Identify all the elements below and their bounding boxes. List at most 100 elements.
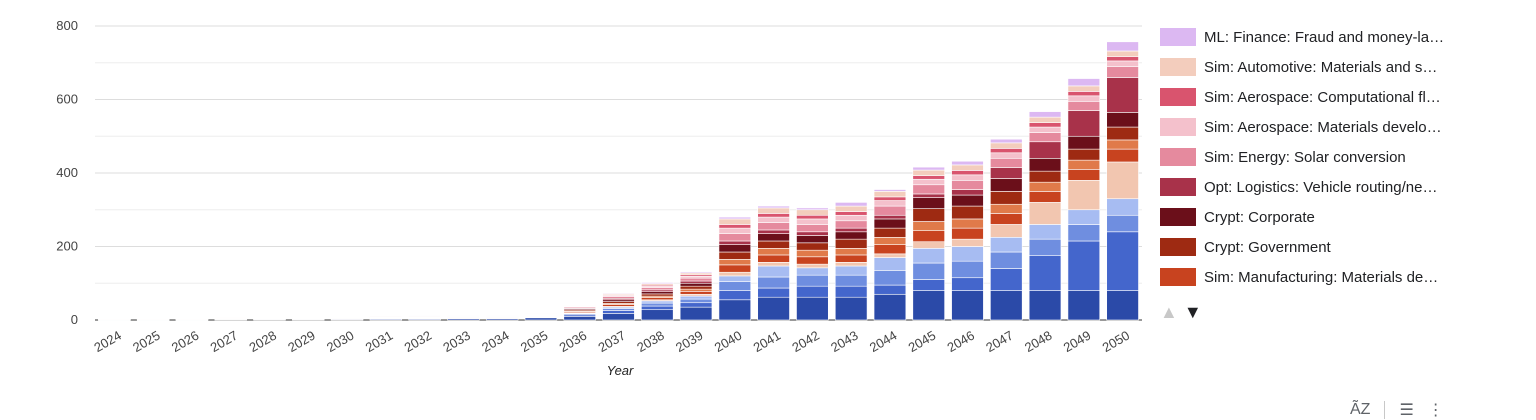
bar-segment[interactable]: [834, 238, 868, 249]
bar-segment[interactable]: [563, 304, 596, 306]
bar-segment[interactable]: [1028, 126, 1062, 133]
bar-segment[interactable]: [912, 248, 945, 264]
legend-item[interactable]: Sim: Manufacturing: Materials de…: [1160, 262, 1500, 292]
bar-segment[interactable]: [757, 296, 790, 321]
bar-segment[interactable]: [1106, 214, 1139, 233]
bar-segment[interactable]: [873, 189, 907, 192]
bar-segment[interactable]: [679, 295, 713, 300]
bar-segment[interactable]: [912, 279, 945, 291]
bar-segment[interactable]: [757, 276, 790, 289]
bar-segment[interactable]: [679, 302, 713, 308]
bar-segment[interactable]: [834, 202, 868, 207]
bar-segment[interactable]: [563, 316, 596, 321]
bar-segment[interactable]: [834, 265, 868, 276]
legend-item[interactable]: Sim: Aerospace: Materials develo…: [1160, 112, 1500, 142]
bar-segment[interactable]: [679, 291, 713, 295]
bar-segment[interactable]: [796, 285, 829, 298]
bar-segment[interactable]: [641, 309, 674, 321]
bar-segment[interactable]: [1028, 116, 1062, 123]
bar-segment[interactable]: [912, 230, 945, 243]
bar-segment[interactable]: [1067, 78, 1101, 87]
legend-item[interactable]: Crypt: Corporate: [1160, 202, 1500, 232]
bar-segment[interactable]: [641, 305, 674, 311]
bar-segment[interactable]: [1106, 66, 1139, 78]
bar-segment[interactable]: [834, 211, 868, 216]
bar-segment[interactable]: [1067, 209, 1101, 225]
bar-segment[interactable]: [912, 221, 945, 231]
bar-segment[interactable]: [912, 197, 945, 209]
bar-segment[interactable]: [1106, 290, 1139, 321]
bar-segment[interactable]: [873, 227, 907, 238]
bar-segment[interactable]: [1067, 135, 1101, 150]
bar-segment[interactable]: [718, 251, 752, 260]
bar-segment[interactable]: [990, 138, 1023, 144]
bar-segment[interactable]: [796, 207, 829, 211]
bar-segment[interactable]: [873, 237, 907, 245]
legend-next-page-button[interactable]: ▼: [1183, 302, 1202, 322]
bar-segment[interactable]: [1028, 122, 1062, 128]
legend-item[interactable]: ML: Finance: Fraud and money-la…: [1160, 22, 1500, 52]
bar-segment[interactable]: [990, 290, 1023, 321]
bar-segment[interactable]: [641, 291, 674, 295]
bar-segment[interactable]: [912, 262, 945, 280]
bar-segment[interactable]: [951, 170, 984, 176]
bar-segment[interactable]: [912, 290, 945, 321]
bar-segment[interactable]: [1067, 240, 1101, 291]
bar-segment[interactable]: [834, 220, 868, 229]
bar-segment[interactable]: [408, 315, 441, 317]
bar-segment[interactable]: [718, 224, 752, 229]
bar-segment[interactable]: [912, 169, 945, 176]
bar-segment[interactable]: [990, 251, 1023, 269]
bar-segment[interactable]: [951, 260, 984, 279]
bar-segment[interactable]: [1028, 202, 1062, 225]
bar-segment[interactable]: [951, 227, 984, 240]
bar-segment[interactable]: [873, 253, 907, 258]
bar-segment[interactable]: [912, 184, 945, 195]
bar-segment[interactable]: [1067, 85, 1101, 92]
bar-segment[interactable]: [679, 298, 713, 304]
sort-az-icon[interactable]: A͂Z: [1350, 401, 1371, 418]
bar-segment[interactable]: [873, 270, 907, 286]
bar-segment[interactable]: [718, 244, 752, 253]
bar-segment[interactable]: [912, 241, 945, 249]
filter-icon[interactable]: ☰: [1399, 402, 1414, 419]
bar-segment[interactable]: [990, 191, 1023, 205]
bar-segment[interactable]: [679, 288, 713, 292]
legend-item[interactable]: Sim: Automotive: Materials and s…: [1160, 52, 1500, 82]
bar-segment[interactable]: [1067, 101, 1101, 111]
bar-segment[interactable]: [990, 224, 1023, 238]
bar-segment[interactable]: [757, 222, 790, 231]
bar-segment[interactable]: [796, 214, 829, 220]
bar-segment[interactable]: [718, 271, 752, 277]
bar-segment[interactable]: [602, 310, 635, 314]
bar-segment[interactable]: [1028, 224, 1062, 240]
bar-segment[interactable]: [1067, 91, 1101, 97]
bar-segment[interactable]: [757, 216, 790, 223]
bar-segment[interactable]: [912, 166, 945, 171]
bar-segment[interactable]: [990, 213, 1023, 225]
bar-segment[interactable]: [796, 267, 829, 276]
bar-segment[interactable]: [641, 293, 674, 297]
bar-segment[interactable]: [757, 229, 790, 234]
bar-segment[interactable]: [641, 297, 674, 301]
bar-segment[interactable]: [796, 274, 829, 287]
bar-segment[interactable]: [718, 275, 752, 282]
bar-segment[interactable]: [1106, 126, 1139, 141]
bar-segment[interactable]: [718, 227, 752, 234]
bar-segment[interactable]: [1067, 159, 1101, 170]
bar-segment[interactable]: [990, 158, 1023, 168]
bar-segment[interactable]: [951, 189, 984, 196]
bar-segment[interactable]: [951, 277, 984, 291]
bar-segment[interactable]: [990, 268, 1023, 291]
legend-prev-page-button[interactable]: ▲: [1160, 302, 1178, 322]
bar-segment[interactable]: [369, 315, 403, 317]
bar-segment[interactable]: [951, 164, 984, 171]
bar-segment[interactable]: [834, 262, 868, 267]
bar-segment[interactable]: [1106, 198, 1139, 216]
bar-segment[interactable]: [330, 317, 364, 319]
bar-segment[interactable]: [602, 292, 635, 294]
bar-segment[interactable]: [718, 290, 752, 301]
bar-segment[interactable]: [834, 227, 868, 233]
bar-segment[interactable]: [951, 290, 984, 321]
bar-segment[interactable]: [757, 233, 790, 242]
